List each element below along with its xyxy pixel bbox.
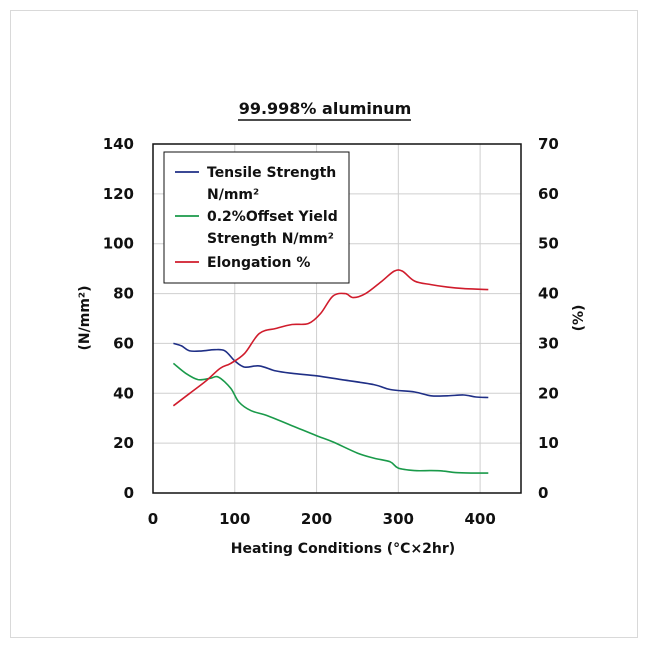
legend-label: N/mm² — [207, 187, 259, 203]
tick-labels: 0 100 200 300 400 0 20 40 60 80 100 120 140 0 10 20 30 40… — [103, 135, 559, 528]
y-right-tick-label: 40 — [538, 285, 559, 303]
series-line-2 — [172, 362, 489, 474]
series-lines — [172, 269, 489, 474]
y-left-tick-label: 20 — [113, 434, 134, 452]
y-axis-label-right: (%) — [571, 305, 587, 332]
y-left-tick-label: 100 — [103, 235, 134, 253]
y-left-tick-label: 80 — [113, 285, 134, 303]
y-left-tick-label: 140 — [103, 135, 134, 153]
y-axis-label-left: (N/mm²) — [77, 286, 93, 351]
series-line-1 — [173, 342, 489, 399]
legend-label: 0.2%Offset Yield — [207, 209, 338, 225]
chart-frame — [10, 10, 638, 638]
y-right-tick-label: 50 — [538, 235, 559, 253]
series-line-3 — [172, 269, 489, 407]
x-tick-label: 200 — [301, 510, 332, 528]
x-tick-label: 400 — [464, 510, 495, 528]
y-left-tick-label: 40 — [113, 384, 134, 402]
y-right-tick-label: 60 — [538, 185, 559, 203]
y-right-tick-label: 0 — [538, 484, 548, 502]
y-left-tick-label: 60 — [113, 334, 134, 352]
plot-area-border — [152, 143, 522, 494]
y-left-tick-label: 0 — [124, 484, 134, 502]
legend-label: Strength N/mm² — [207, 231, 334, 247]
y-right-tick-label: 30 — [538, 334, 559, 352]
y-right-tick-label: 70 — [538, 135, 559, 153]
y-right-tick-label: 20 — [538, 384, 559, 402]
y-right-tick-label: 10 — [538, 434, 559, 452]
x-axis-label: Heating Conditions (°C×2hr) — [231, 541, 455, 557]
legend-label: Tensile Strength — [207, 165, 336, 181]
legend: Tensile Strength N/mm² 0.2%Offset Yield Str… — [163, 151, 350, 284]
legend-label: Elongation % — [207, 255, 310, 271]
y-left-tick-label: 120 — [103, 185, 134, 203]
chart-title: 99.998% aluminum — [239, 99, 412, 118]
x-tick-label: 100 — [219, 510, 250, 528]
x-tick-label: 300 — [383, 510, 414, 528]
x-tick-label: 0 — [148, 510, 158, 528]
